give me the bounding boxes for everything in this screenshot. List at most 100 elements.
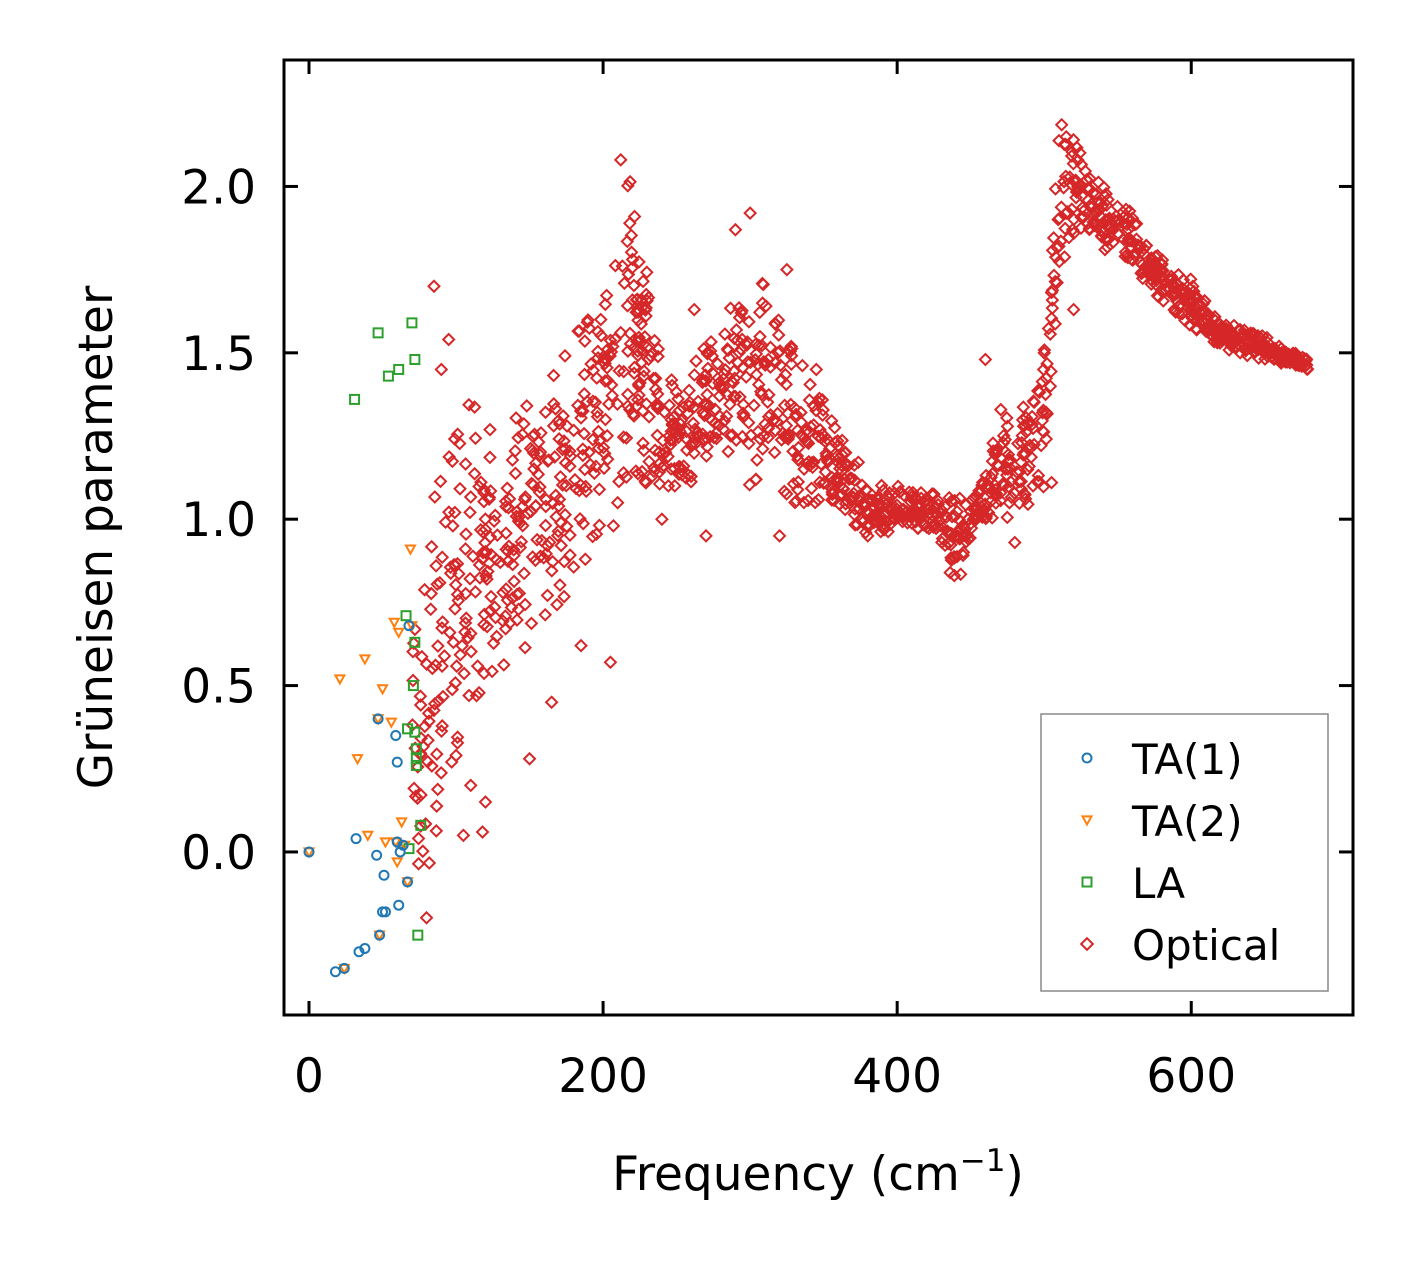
data-point xyxy=(540,588,555,603)
data-point xyxy=(424,539,439,554)
data-point xyxy=(1171,306,1186,320)
data-point xyxy=(969,507,983,522)
data-point xyxy=(1219,318,1234,333)
data-point xyxy=(585,432,600,447)
data-point xyxy=(743,355,758,370)
data-point xyxy=(891,479,905,494)
data-point xyxy=(632,388,646,403)
data-point xyxy=(667,479,682,493)
data-point xyxy=(524,504,538,519)
data-point xyxy=(751,424,765,439)
data-point xyxy=(999,410,1014,425)
data-point xyxy=(578,479,593,494)
data-point xyxy=(819,449,834,463)
data-point xyxy=(838,445,853,460)
data-point xyxy=(415,819,427,831)
data-point xyxy=(1017,486,1031,501)
data-point xyxy=(779,487,794,501)
legend-marker xyxy=(1081,752,1093,764)
data-point xyxy=(639,265,654,280)
data-point xyxy=(1000,510,1015,525)
data-point xyxy=(1022,459,1037,474)
data-point xyxy=(359,942,371,954)
data-point xyxy=(449,659,464,673)
data-point xyxy=(612,363,627,378)
data-point xyxy=(417,719,432,734)
data-point xyxy=(634,317,649,331)
data-point xyxy=(496,657,511,672)
data-point xyxy=(627,209,642,224)
data-point xyxy=(459,611,474,626)
data-point xyxy=(562,459,577,474)
data-point xyxy=(433,474,448,489)
data-point xyxy=(1037,345,1052,360)
data-point xyxy=(1162,272,1177,287)
x-axis-label-main: Frequency (cm xyxy=(612,1147,960,1202)
data-point xyxy=(512,509,527,524)
data-point xyxy=(729,433,744,447)
data-point xyxy=(483,530,498,544)
data-point xyxy=(572,483,587,498)
data-point xyxy=(686,416,701,431)
data-point xyxy=(687,368,702,382)
data-point xyxy=(719,409,734,424)
data-point xyxy=(393,899,405,911)
data-point xyxy=(468,585,483,599)
data-point xyxy=(379,906,391,918)
data-point xyxy=(588,395,603,410)
data-point xyxy=(674,463,689,478)
data-point xyxy=(761,409,776,424)
data-point xyxy=(1086,186,1100,200)
data-point xyxy=(841,458,856,473)
legend-marker xyxy=(1079,936,1095,952)
data-point xyxy=(391,756,403,768)
data-point xyxy=(634,300,649,315)
data-point xyxy=(758,355,773,370)
data-point xyxy=(806,418,821,432)
data-point xyxy=(728,222,743,237)
data-point xyxy=(606,518,621,533)
data-point xyxy=(443,566,458,581)
data-point xyxy=(1069,190,1083,205)
data-point xyxy=(1102,211,1117,226)
data-point xyxy=(1248,340,1262,355)
data-point xyxy=(817,475,832,490)
data-point xyxy=(577,367,592,382)
data-point xyxy=(523,441,538,456)
y-tick-label: 2.0 xyxy=(181,160,256,215)
data-point xyxy=(726,375,741,390)
data-point xyxy=(808,495,823,510)
data-point xyxy=(1043,327,1058,341)
series-ta-1 xyxy=(303,620,415,978)
data-point xyxy=(716,380,731,394)
y-tick-label: 1.5 xyxy=(181,327,256,382)
data-point xyxy=(592,482,607,497)
data-point xyxy=(981,505,996,520)
data-point xyxy=(349,393,361,405)
data-point xyxy=(794,415,809,430)
x-axis-label: Frequency (cm−1) xyxy=(612,1143,1024,1202)
data-point xyxy=(1027,437,1042,452)
data-point xyxy=(707,430,721,445)
data-point xyxy=(552,492,567,507)
data-point xyxy=(1155,253,1170,267)
data-point xyxy=(482,492,496,507)
data-point xyxy=(705,349,720,363)
data-point xyxy=(934,503,949,517)
data-point xyxy=(695,375,710,390)
data-point xyxy=(922,521,936,536)
data-point xyxy=(669,385,684,399)
data-point xyxy=(603,655,618,670)
data-point xyxy=(372,327,384,339)
legend-box xyxy=(1040,713,1329,992)
data-point xyxy=(485,664,499,679)
data-point xyxy=(371,849,383,861)
data-point xyxy=(1101,232,1116,246)
data-point xyxy=(514,534,529,549)
data-point xyxy=(427,490,442,504)
data-point xyxy=(956,548,970,563)
data-point xyxy=(947,493,962,508)
data-point xyxy=(1116,210,1131,225)
data-point xyxy=(544,695,559,710)
data-point xyxy=(406,317,418,329)
